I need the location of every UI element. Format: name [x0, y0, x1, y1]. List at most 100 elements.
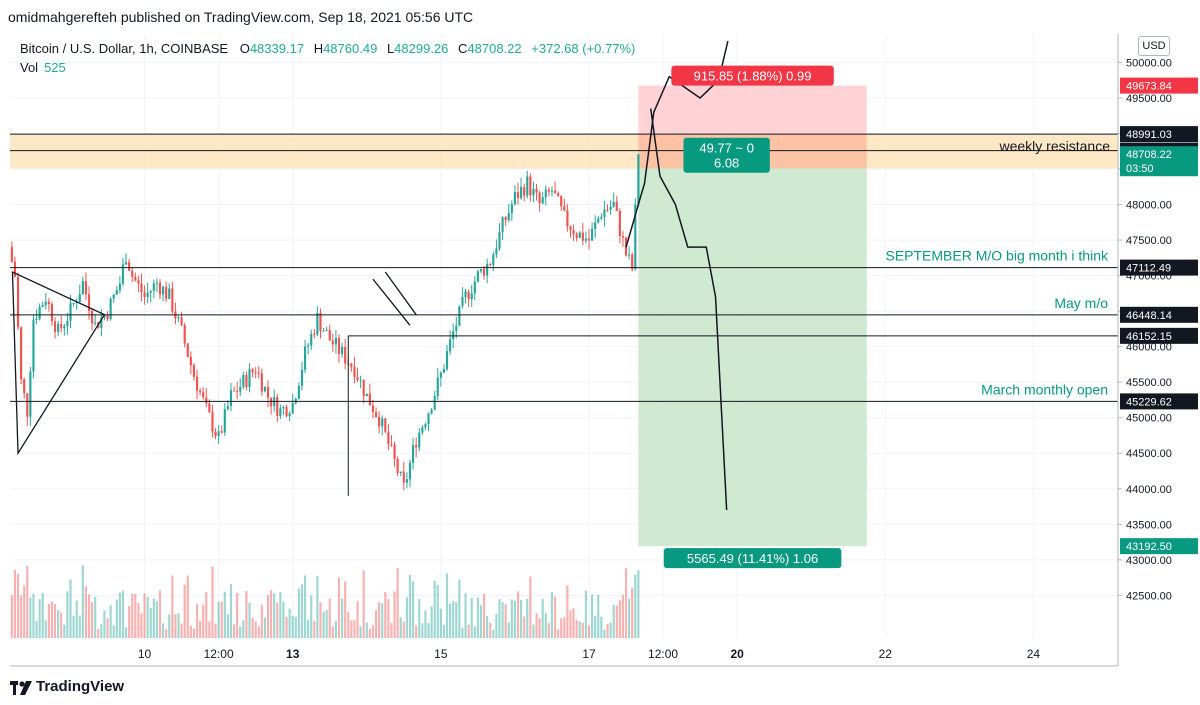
volume-bar: [353, 620, 356, 638]
x-tick-label: 15: [434, 647, 448, 661]
candle-body: [581, 232, 584, 241]
candle-body: [208, 403, 211, 413]
volume-bar: [467, 624, 470, 638]
volume-bar: [26, 566, 29, 638]
volume-bar: [220, 601, 223, 638]
candle-body: [520, 187, 523, 199]
volume-bar: [436, 584, 439, 638]
candle-body: [445, 351, 449, 370]
volume-bar: [245, 590, 248, 638]
volume-bar: [560, 618, 563, 638]
price-tag: [1120, 538, 1198, 555]
volume-bar: [455, 601, 458, 638]
projection-down-path: [649, 108, 728, 511]
currency-button[interactable]: USD: [1138, 36, 1170, 56]
volume-bar: [103, 610, 106, 638]
volume-bar: [587, 625, 591, 638]
candle-body: [32, 319, 35, 372]
candle-body: [458, 305, 461, 326]
candle-body: [405, 479, 408, 483]
entry-label: 49.77 ~ 06.08: [683, 137, 770, 173]
volume-bar: [347, 612, 350, 638]
volume-bar: [356, 601, 359, 638]
candle-body: [356, 377, 359, 380]
volume-bar: [81, 565, 84, 638]
volume-bar: [263, 617, 267, 638]
volume-bar: [513, 600, 517, 638]
volume-bar: [535, 613, 538, 638]
volume-bar: [344, 581, 347, 638]
volume-bar: [387, 599, 390, 638]
brand-name: TradingView: [36, 678, 125, 695]
volume-bar: [458, 579, 461, 638]
candle-body: [94, 322, 97, 324]
volume-bar: [390, 622, 393, 638]
volume-bar: [134, 594, 137, 638]
volume-bar: [532, 624, 535, 638]
chart-legend: Bitcoin / U.S. Dollar, 1h, COINBASE O483…: [20, 39, 635, 77]
candle-body: [47, 301, 50, 304]
candle-body: [547, 189, 550, 192]
price-tag: [1120, 146, 1198, 177]
volume-bar: [94, 596, 97, 638]
candle-body: [87, 294, 91, 311]
high-label: H: [313, 41, 324, 56]
candle-body: [328, 330, 331, 341]
candle-body: [597, 218, 600, 223]
volume-bar: [316, 575, 319, 638]
price-tag-value: 46448.14: [1126, 310, 1172, 322]
volume-bar: [504, 604, 507, 638]
volume-bar: [186, 575, 189, 638]
volume-bar: [621, 594, 625, 638]
volume-bar: [223, 591, 226, 638]
candle-body: [609, 206, 612, 210]
volume-bar: [368, 629, 371, 638]
candle-body: [384, 418, 387, 432]
x-tick-label: 12:00: [648, 647, 678, 661]
volume-bar: [288, 608, 291, 638]
volume-bar: [473, 626, 476, 638]
candle-body: [513, 191, 517, 205]
candle-body: [563, 206, 566, 211]
candle-body: [248, 369, 251, 387]
volume-bar: [91, 602, 94, 638]
price-tag-value: 46152.15: [1126, 331, 1172, 343]
volume-bar: [10, 595, 13, 638]
volume-bar: [276, 602, 279, 638]
volume-bar: [550, 592, 554, 638]
volume-bar: [115, 599, 118, 638]
candle-body: [205, 397, 208, 404]
candle-body: [38, 306, 41, 319]
volume-bar: [307, 619, 310, 638]
volume-bar: [29, 597, 32, 638]
candle-body: [510, 204, 513, 213]
volume-bar: [229, 583, 233, 638]
volume-bar: [211, 566, 214, 638]
volume-bar: [158, 590, 162, 638]
volume-bar: [603, 629, 606, 638]
candle-body: [516, 191, 520, 199]
candle-body: [168, 288, 171, 299]
volume-bar: [597, 595, 600, 638]
candle-body: [276, 397, 279, 416]
candle-body: [362, 379, 365, 397]
candle-body: [424, 424, 427, 428]
volume-bar: [350, 620, 353, 638]
candle-body: [69, 303, 72, 321]
x-tick-label: 12:00: [204, 647, 234, 661]
volume-bar: [171, 575, 174, 638]
volume-bar: [57, 610, 60, 638]
volume-bar: [557, 629, 560, 638]
candle-body: [162, 286, 165, 295]
volume-bar: [563, 617, 566, 638]
time-axis: 10 12:00 13 15 17 12:00 20 22 24: [10, 647, 1118, 667]
candle-body: [572, 229, 575, 235]
price-tag: [1120, 327, 1198, 344]
volume-bar: [121, 590, 125, 638]
volume-bar: [396, 568, 399, 638]
candle-body: [26, 393, 29, 417]
candle-body: [78, 294, 81, 303]
candle-body: [569, 226, 572, 230]
volume-bar: [529, 576, 532, 638]
